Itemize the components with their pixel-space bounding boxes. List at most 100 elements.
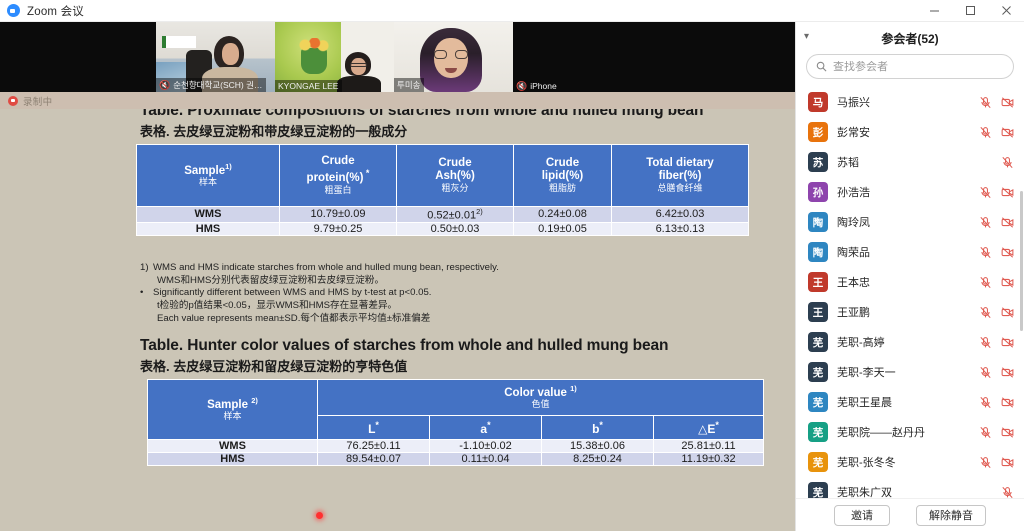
- participant-row[interactable]: 芜芜职-张冬冬: [796, 447, 1024, 477]
- participant-status-icons: [979, 426, 1014, 439]
- laser-pointer-dot: [316, 512, 323, 519]
- participant-row[interactable]: 芜芜职-高婷: [796, 327, 1024, 357]
- avatar: 孙: [808, 182, 828, 202]
- table2-col-deltaE: △E*: [652, 415, 765, 440]
- participant-name: 芜职-张冬冬: [837, 457, 896, 469]
- video-tile-device[interactable]: 🔇 iPhone: [513, 22, 618, 92]
- microphone-muted-icon: 🔇: [516, 80, 528, 91]
- participant-row[interactable]: 芜芜职-李天一: [796, 357, 1024, 387]
- microphone-muted-icon[interactable]: [979, 396, 992, 409]
- video-off-icon[interactable]: [1001, 336, 1014, 349]
- video-tile-name: 투미송: [397, 80, 421, 90]
- table1-r0-c3: 6.42±0.03: [611, 206, 749, 223]
- participants-search-wrapper: [796, 54, 1024, 87]
- participant-row[interactable]: 王王亚鹏: [796, 297, 1024, 327]
- chevron-down-icon[interactable]: ▾: [804, 31, 810, 42]
- table2-r1-c1: 0.11±0.04: [429, 452, 542, 466]
- video-off-icon[interactable]: [1001, 246, 1014, 259]
- close-icon[interactable]: [988, 0, 1024, 22]
- table2-r1-sample: HMS: [147, 452, 318, 466]
- microphone-muted-icon[interactable]: [979, 426, 992, 439]
- microphone-muted-icon[interactable]: [979, 306, 992, 319]
- participant-row[interactable]: 芜芜职院——赵丹丹: [796, 417, 1024, 447]
- table1-r0-sample: WMS: [136, 206, 280, 223]
- footnote-line: WMS和HMS分别代表留皮绿豆淀粉和去皮绿豆淀粉。: [157, 274, 385, 286]
- participant-row[interactable]: 王王本忠: [796, 267, 1024, 297]
- window-title-bar: Zoom 会议: [0, 0, 1024, 22]
- video-off-icon[interactable]: [1001, 456, 1014, 469]
- microphone-muted-icon[interactable]: [979, 456, 992, 469]
- invite-button[interactable]: 邀请: [834, 504, 890, 526]
- participant-row[interactable]: 陶陶荣品: [796, 237, 1024, 267]
- participant-name: 苏韬: [837, 157, 859, 169]
- shared-screen-slide[interactable]: Table. Proximate compositions of starche…: [0, 109, 795, 531]
- participant-status-icons: [979, 396, 1014, 409]
- video-off-icon[interactable]: [1001, 396, 1014, 409]
- microphone-muted-icon[interactable]: [1001, 156, 1014, 169]
- participant-row[interactable]: 苏苏韬: [796, 147, 1024, 177]
- table1-footnotes: 1) WMS and HMS indicate starches from who…: [140, 262, 499, 325]
- participant-row[interactable]: 马马振兴: [796, 87, 1024, 117]
- microphone-muted-icon[interactable]: [979, 246, 992, 259]
- minimize-icon[interactable]: [916, 0, 952, 22]
- table1-r1-c2: 0.19±0.05: [513, 221, 612, 236]
- microphone-muted-icon[interactable]: [979, 96, 992, 109]
- table2-col-color-value-group: Color value 1) 色值: [316, 379, 765, 416]
- participants-search-box[interactable]: [806, 54, 1014, 79]
- microphone-muted-icon[interactable]: [979, 216, 992, 229]
- participants-scrollbar[interactable]: [1020, 191, 1023, 331]
- avatar: 芜: [808, 332, 828, 352]
- participant-row[interactable]: 芜芜职朱广双: [796, 477, 1024, 498]
- table2-r1-c3: 11.19±0.32: [652, 452, 765, 466]
- footnote-line: • Significantly different between WMS and…: [140, 287, 432, 299]
- filmstrip-left-padding: [0, 22, 156, 92]
- video-filmstrip: 🔇 순천향대학교(SCH) 권… KYONGAE LEE 투미송: [0, 22, 795, 92]
- table-row: WMS 76.25±0.11 -1.10±0.02 15.38±0.06 25.…: [147, 439, 765, 453]
- participant-row[interactable]: 孙孙浩浩: [796, 177, 1024, 207]
- table1-r0-c2: 0.24±0.08: [513, 206, 612, 223]
- microphone-muted-icon[interactable]: [979, 276, 992, 289]
- video-off-icon[interactable]: [1001, 366, 1014, 379]
- avatar: 苏: [808, 152, 828, 172]
- video-off-icon[interactable]: [1001, 96, 1014, 109]
- participants-list[interactable]: 马马振兴彭彭常安苏苏韬孙孙浩浩陶陶玲凤陶陶荣品王王本忠王王亚鹏芜芜职-高婷芜芜职…: [796, 87, 1024, 498]
- participant-name: 马振兴: [837, 97, 870, 109]
- microphone-muted-icon[interactable]: [979, 366, 992, 379]
- participant-row[interactable]: 芜芜职王星晨: [796, 387, 1024, 417]
- video-off-icon[interactable]: [1001, 186, 1014, 199]
- table2-r1-c2: 8.25±0.24: [541, 452, 654, 466]
- table2-col-L: L*: [317, 415, 430, 440]
- video-off-icon[interactable]: [1001, 216, 1014, 229]
- video-off-icon[interactable]: [1001, 126, 1014, 139]
- search-input[interactable]: [833, 60, 1004, 73]
- maximize-icon[interactable]: [952, 0, 988, 22]
- microphone-muted-icon[interactable]: [979, 186, 992, 199]
- unmute-button[interactable]: 解除静音: [916, 504, 986, 526]
- participant-row[interactable]: 陶陶玲凤: [796, 207, 1024, 237]
- video-tile[interactable]: KYONGAE LEE: [275, 22, 394, 92]
- avatar: 芜: [808, 452, 828, 472]
- microphone-muted-icon[interactable]: [979, 336, 992, 349]
- video-tile-name: KYONGAE LEE: [278, 81, 339, 91]
- recording-label: 录制中: [23, 96, 53, 108]
- microphone-muted-icon[interactable]: [979, 126, 992, 139]
- participant-row[interactable]: 彭彭常安: [796, 117, 1024, 147]
- table1-col-crude-lipid: Crude lipid(%) 粗脂肪: [513, 144, 612, 207]
- table2-r0-sample: WMS: [147, 439, 318, 453]
- participant-name: 芜职-李天一: [837, 367, 896, 379]
- video-tile-nameplate: 🔇 순천향대학교(SCH) 권…: [156, 78, 267, 92]
- footnote-line: t检验的p值结果<0.05，显示WMS和HMS存在显著差异。: [157, 299, 398, 311]
- video-off-icon[interactable]: [1001, 306, 1014, 319]
- video-tile-active-speaker[interactable]: 투미송: [394, 22, 513, 92]
- participant-name: 彭常安: [837, 127, 870, 139]
- microphone-muted-icon[interactable]: [1001, 486, 1014, 499]
- video-off-icon[interactable]: [1001, 426, 1014, 439]
- avatar: 芜: [808, 362, 828, 382]
- participant-name: 芜职王星晨: [837, 397, 892, 409]
- participant-name: 芜职院——赵丹丹: [837, 427, 925, 439]
- table1-col-dietary-fiber: Total dietary fiber(%) 总膳食纤维: [611, 144, 749, 207]
- video-tile[interactable]: 🔇 순천향대학교(SCH) 권…: [156, 22, 275, 92]
- video-off-icon[interactable]: [1001, 276, 1014, 289]
- participant-status-icons: [979, 306, 1014, 319]
